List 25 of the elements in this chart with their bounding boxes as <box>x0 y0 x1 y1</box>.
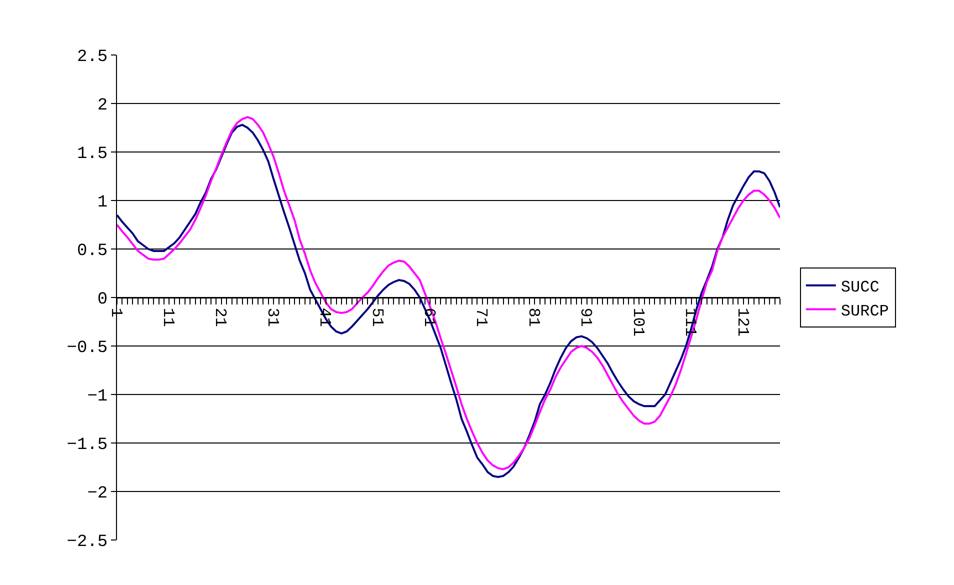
y-tick-label: −1 <box>87 387 108 406</box>
x-tick-label: 71 <box>472 308 490 327</box>
y-tick-label: 0.5 <box>76 242 108 261</box>
x-tick-label: 101 <box>628 308 647 337</box>
legend-label: SUCC <box>840 278 880 297</box>
x-tick-label: 21 <box>211 308 230 327</box>
y-tick-label: −2.5 <box>66 532 108 552</box>
x-tick-label: 61 <box>420 308 438 327</box>
x-tick-label: 111 <box>681 308 700 337</box>
legend-label: SURCP <box>840 302 889 320</box>
y-tick-label: −0.5 <box>66 338 108 358</box>
y-tick-label: 2 <box>97 96 108 116</box>
x-tick-label: 121 <box>733 308 752 337</box>
y-tick-label: 1.5 <box>76 144 108 164</box>
x-tick-label: 51 <box>368 308 386 327</box>
y-tick-label: 1 <box>97 193 108 212</box>
x-tick-label: 41 <box>316 308 334 327</box>
y-tick-label: −2 <box>87 484 108 504</box>
x-tick-label: 81 <box>524 308 542 327</box>
y-tick-label: 0 <box>97 290 108 310</box>
y-tick-label: −1.5 <box>66 436 108 455</box>
x-tick-label: 11 <box>159 308 177 327</box>
x-tick-label: 31 <box>263 308 282 327</box>
x-tick-label: 91 <box>576 308 595 327</box>
y-tick-label: 2.5 <box>76 48 108 67</box>
